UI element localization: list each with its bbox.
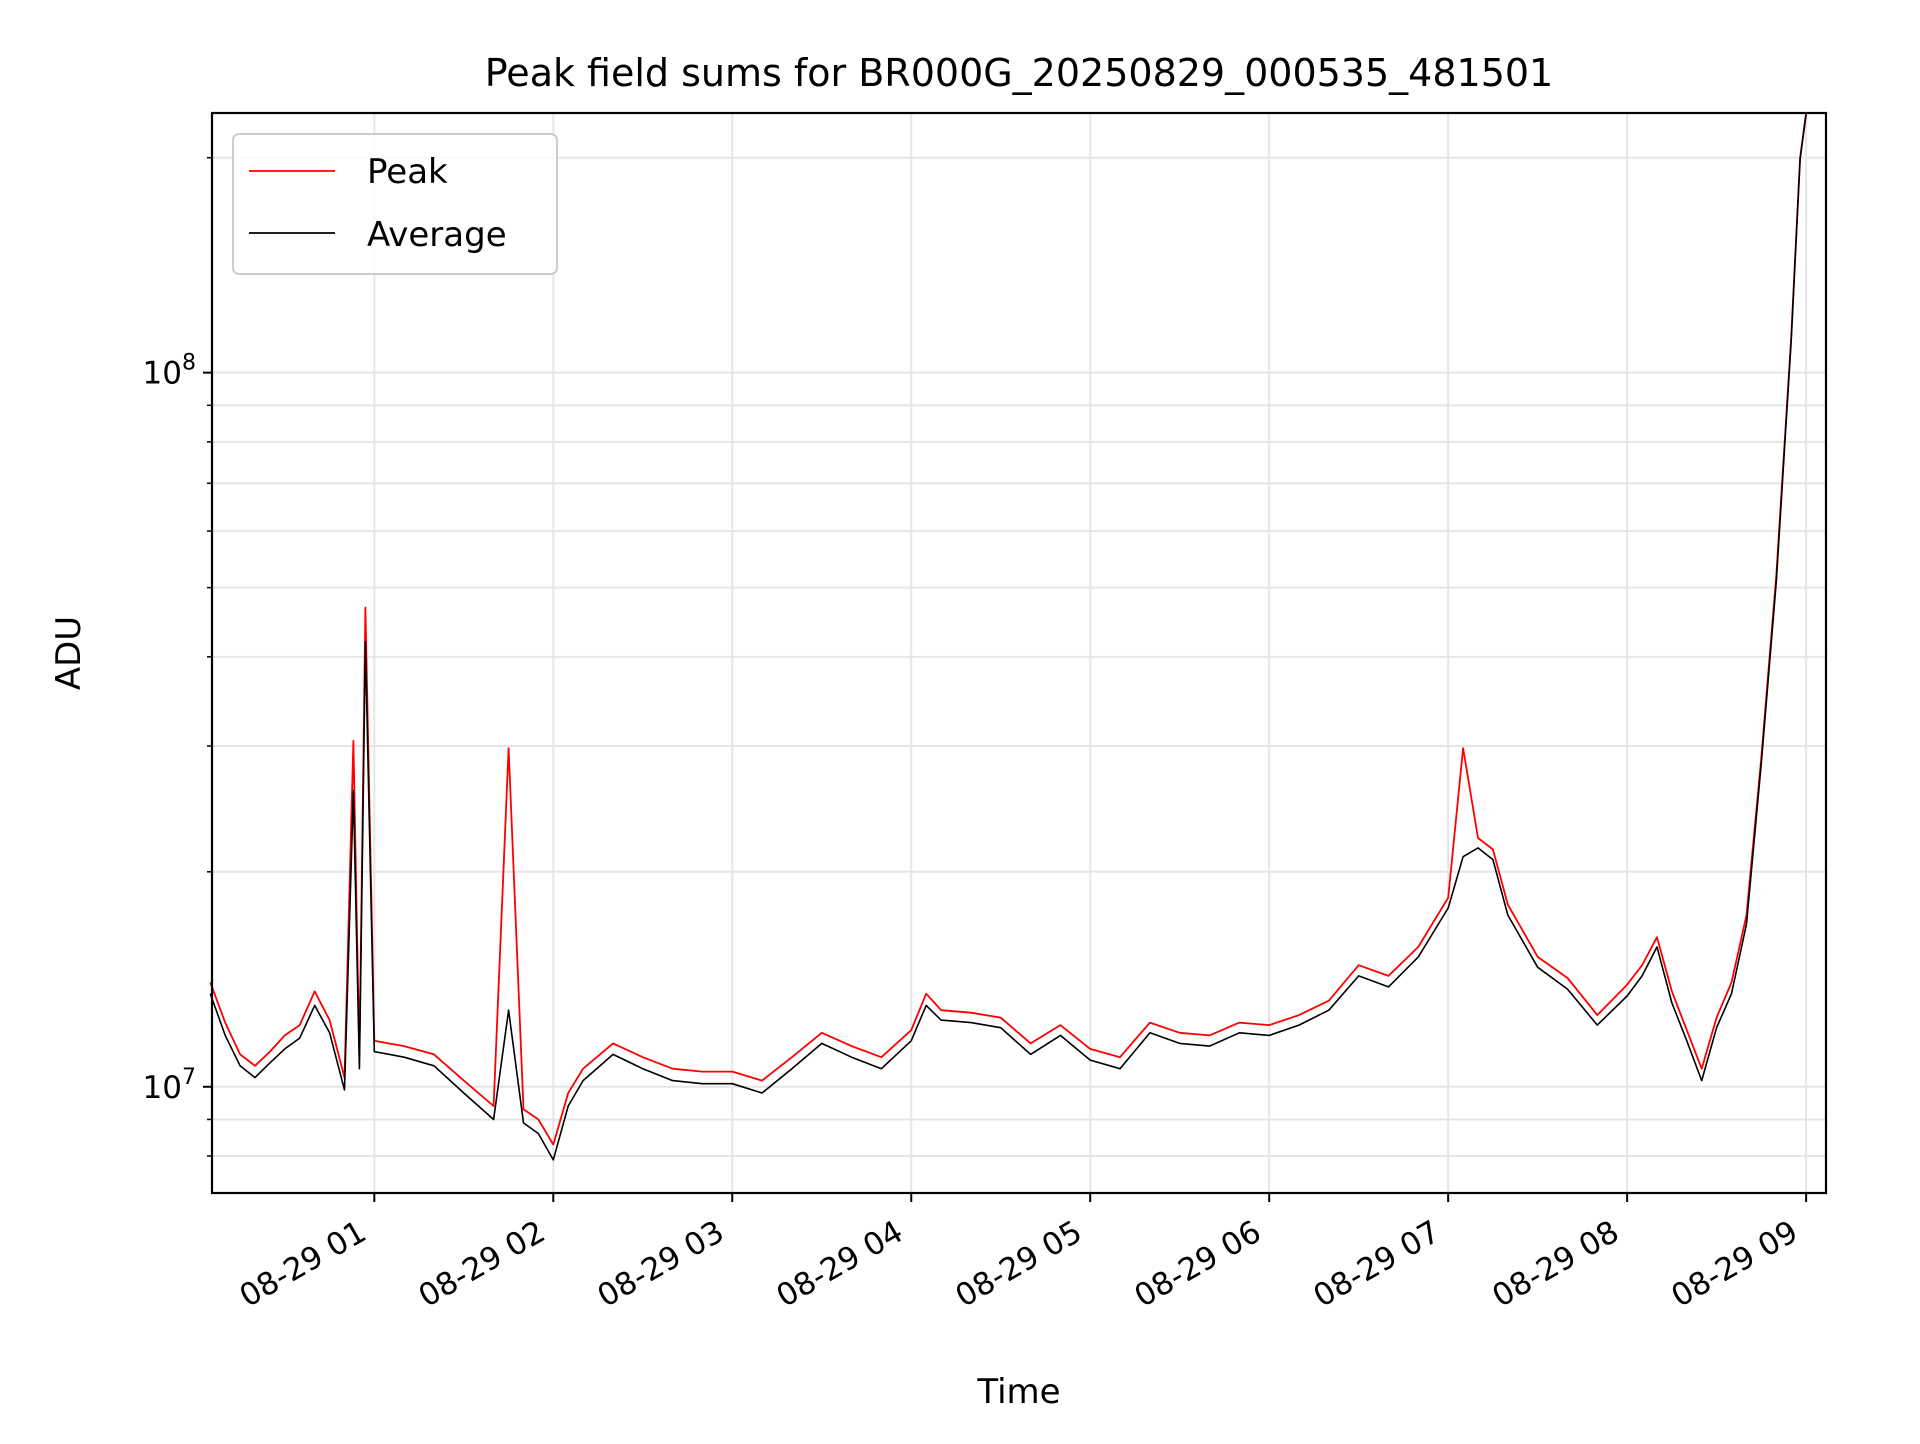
y-tick-label: 108 — [143, 351, 196, 392]
y-tick-exponent: 7 — [182, 1065, 196, 1090]
legend-label-average: Average — [367, 215, 507, 255]
y-tick-exponent: 8 — [182, 351, 196, 376]
plot-frame — [210, 111, 1828, 1195]
series-lines — [209, 112, 1807, 1161]
legend-label-peak: Peak — [367, 152, 448, 192]
legend-box — [232, 133, 558, 275]
x-axis-label: Time — [976, 1372, 1060, 1412]
y-axis-label: ADU — [49, 616, 89, 690]
y-tick-base: 10 — [143, 1070, 182, 1106]
series-line-average — [209, 114, 1807, 1161]
y-tick-base: 10 — [143, 356, 182, 392]
chart-title: Peak field sums for BR000G_20250829_0005… — [485, 51, 1553, 95]
grid — [212, 113, 1826, 1193]
y-tick-label: 107 — [143, 1065, 196, 1106]
legend: Peak Average — [232, 133, 558, 275]
